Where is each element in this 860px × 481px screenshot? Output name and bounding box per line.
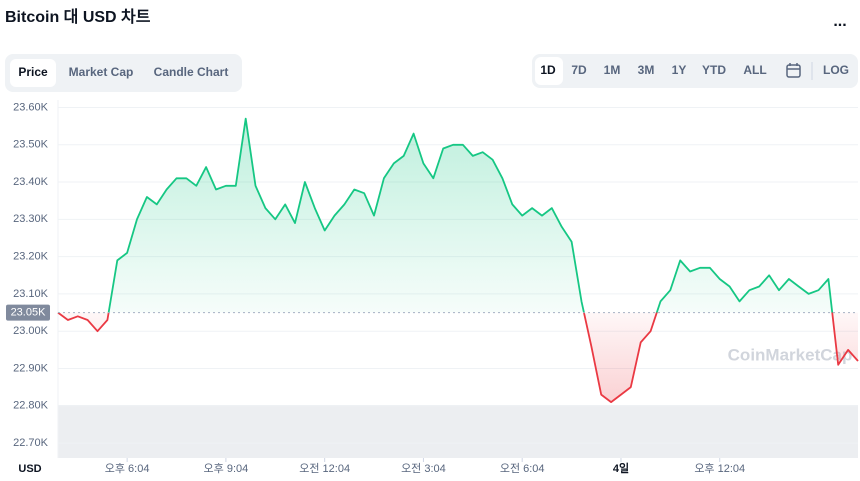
range-button[interactable]: YTD <box>702 63 726 77</box>
range-button[interactable]: 1D <box>540 63 556 77</box>
log-button[interactable]: LOG <box>823 63 849 77</box>
y-tick-label: 23.40K <box>13 176 49 188</box>
x-tick-label: 4일 <box>613 461 629 475</box>
y-tick-label: 23.30K <box>13 213 49 225</box>
tab-selected-bg <box>10 59 56 87</box>
x-tick-label: 오전 6:04 <box>500 462 545 475</box>
range-selected-bg <box>535 57 563 85</box>
y-tick-label: 23.00K <box>13 325 49 337</box>
baseline-label: 23.05K <box>11 306 47 318</box>
range-bar <box>532 54 858 88</box>
y-tick-label: 23.60K <box>13 101 49 113</box>
more-button[interactable]: ... <box>833 13 846 30</box>
y-tick-label: 22.80K <box>13 400 49 412</box>
y-tick-label: 23.20K <box>13 251 49 263</box>
tab[interactable]: Market Cap <box>69 65 134 79</box>
x-tick-label: 오전 3:04 <box>401 462 446 475</box>
x-tick-label: 오후 12:04 <box>694 462 745 475</box>
tab[interactable]: Price <box>18 65 48 79</box>
watermark: CoinMarketCap <box>728 345 853 364</box>
range-button[interactable]: 1Y <box>672 63 687 77</box>
x-tick-label: 오전 12:04 <box>299 462 350 475</box>
range-button[interactable]: 3M <box>638 63 655 77</box>
range-button[interactable]: 7D <box>571 63 587 77</box>
baseline-label-bg <box>6 304 50 321</box>
y-tick-label: 23.10K <box>13 288 49 300</box>
tab[interactable]: Candle Chart <box>154 65 229 79</box>
y-tick-label: 22.90K <box>13 362 49 374</box>
range-button[interactable]: 1M <box>604 63 621 77</box>
volume-band <box>58 405 858 458</box>
y-tick-label: 22.70K <box>13 437 49 449</box>
range-button[interactable]: ALL <box>743 63 766 77</box>
price-area <box>58 118 858 403</box>
tab-bar <box>5 54 242 92</box>
price-line <box>57 117 859 403</box>
x-unit: USD <box>18 463 41 475</box>
x-tick-label: 오후 9:04 <box>204 462 249 475</box>
y-tick-label: 23.50K <box>13 139 49 151</box>
calendar-icon[interactable] <box>786 63 801 78</box>
chart-title: Bitcoin 대 USD 차트 <box>5 8 151 26</box>
x-tick-label: 오후 6:04 <box>105 462 150 475</box>
